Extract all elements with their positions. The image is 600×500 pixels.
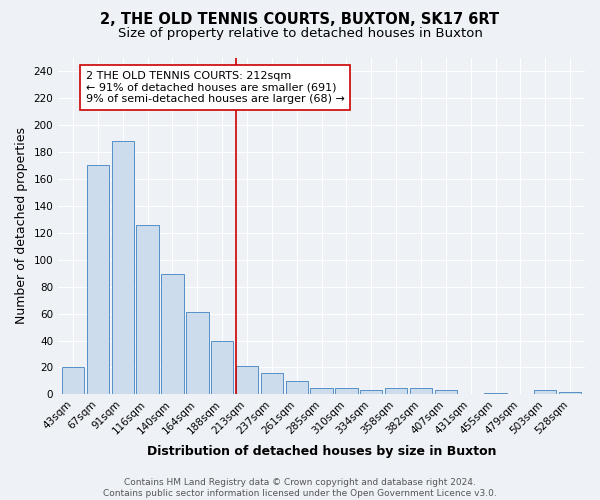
Bar	[186, 312, 209, 394]
Bar	[87, 166, 109, 394]
Bar	[236, 366, 258, 394]
X-axis label: Distribution of detached houses by size in Buxton: Distribution of detached houses by size …	[147, 444, 496, 458]
Text: Size of property relative to detached houses in Buxton: Size of property relative to detached ho…	[118, 28, 482, 40]
Bar	[310, 388, 333, 394]
Bar	[385, 388, 407, 394]
Bar	[559, 392, 581, 394]
Bar	[211, 340, 233, 394]
Y-axis label: Number of detached properties: Number of detached properties	[15, 128, 28, 324]
Bar	[112, 141, 134, 395]
Bar	[136, 224, 159, 394]
Bar	[410, 388, 432, 394]
Bar	[434, 390, 457, 394]
Text: 2, THE OLD TENNIS COURTS, BUXTON, SK17 6RT: 2, THE OLD TENNIS COURTS, BUXTON, SK17 6…	[100, 12, 500, 28]
Bar	[62, 368, 84, 394]
Bar	[335, 388, 358, 394]
Bar	[286, 381, 308, 394]
Bar	[484, 393, 507, 394]
Bar	[260, 373, 283, 394]
Bar	[161, 274, 184, 394]
Bar	[360, 390, 382, 394]
Text: 2 THE OLD TENNIS COURTS: 212sqm
← 91% of detached houses are smaller (691)
9% of: 2 THE OLD TENNIS COURTS: 212sqm ← 91% of…	[86, 71, 344, 104]
Bar	[534, 390, 556, 394]
Text: Contains HM Land Registry data © Crown copyright and database right 2024.
Contai: Contains HM Land Registry data © Crown c…	[103, 478, 497, 498]
